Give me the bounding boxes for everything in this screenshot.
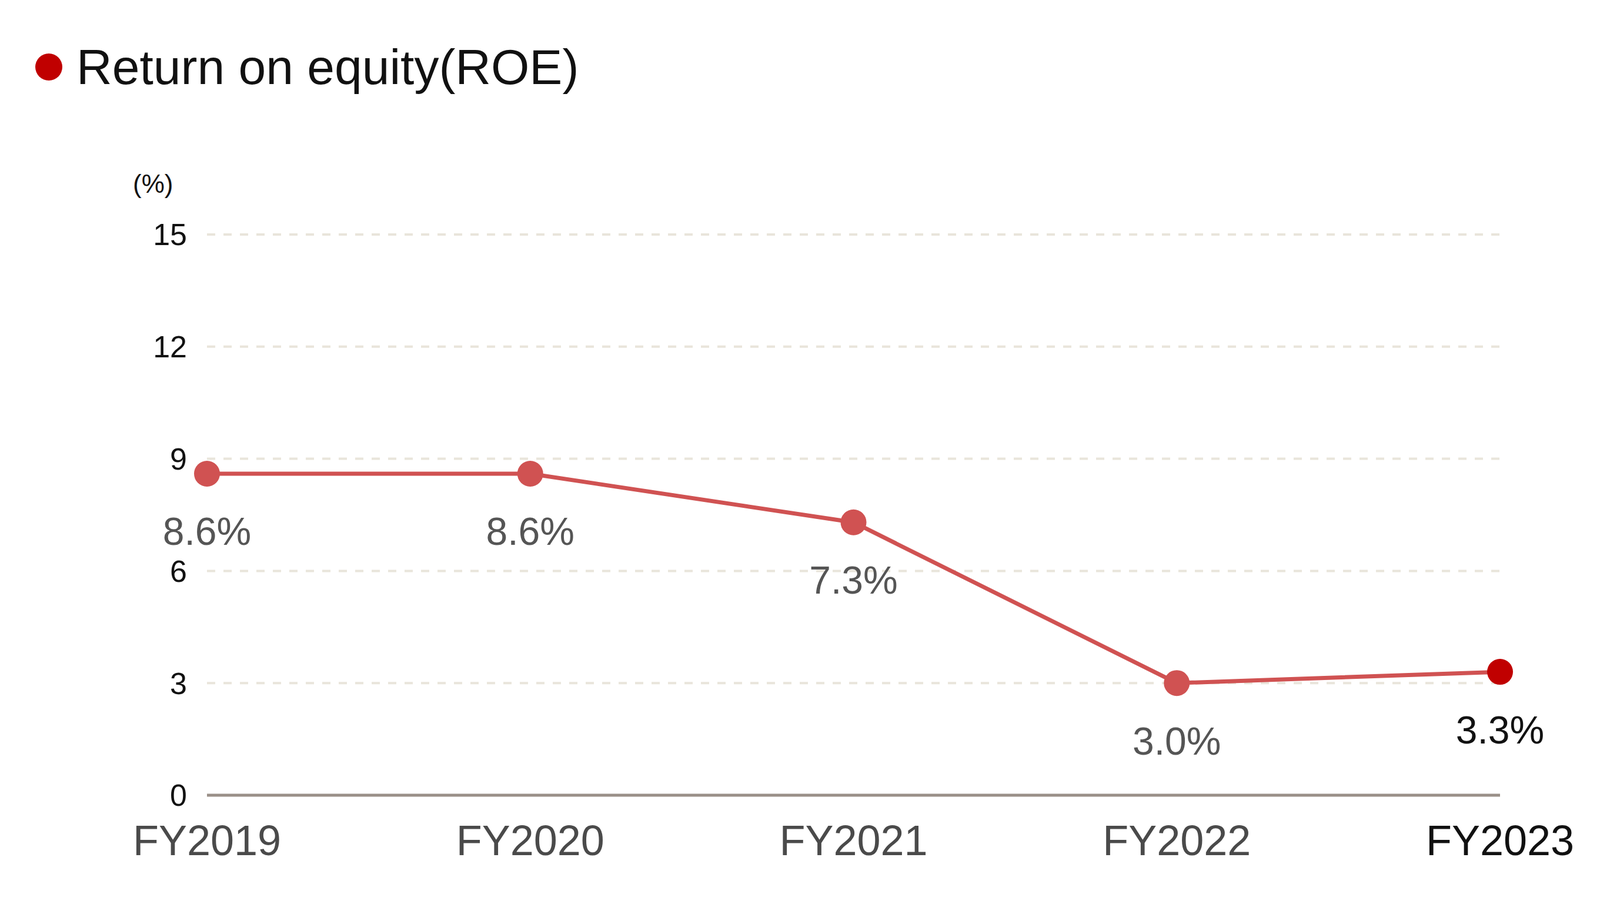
html-text:Return on equity(ROE): Return on equity(ROE) [76,39,579,95]
svg-text:6: 6 [169,554,187,589]
svg-text:7.3%: 7.3% [809,558,898,603]
svg-text:FY2022: FY2022 [1102,817,1251,865]
svg-text:3.0%: 3.0% [1132,719,1221,764]
svg-text:FY2021: FY2021 [779,817,928,865]
svg-text:3.3%: 3.3% [1455,708,1545,753]
svg-text:8.6%: 8.6% [486,509,575,554]
svg-text:FY2023: FY2023 [1425,817,1575,865]
svg-text:8.6%: 8.6% [162,509,252,554]
svg-text:0: 0 [169,778,187,813]
svg-text:9: 9 [169,442,187,477]
svg-text:FY2020: FY2020 [456,817,605,865]
svg-text:FY2019: FY2019 [132,817,282,865]
svg-text:12: 12 [152,329,187,364]
svg-text:15: 15 [152,217,187,252]
svg-text:3: 3 [169,666,187,701]
